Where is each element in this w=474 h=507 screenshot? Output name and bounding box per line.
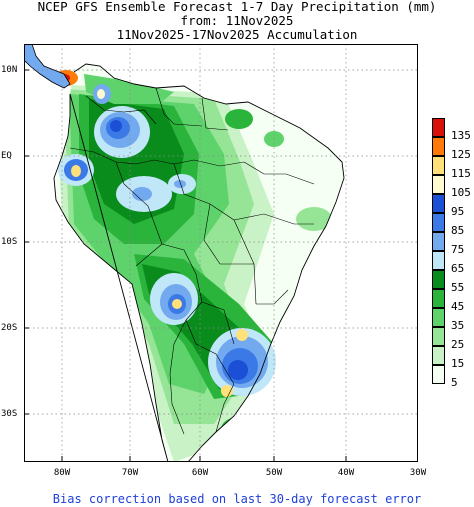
- title-line-3: 11Nov2025-17Nov2025 Accumulation: [116, 27, 358, 42]
- legend-swatch: [432, 175, 445, 194]
- legend-swatch: [432, 308, 445, 327]
- lon-label-30w: 30W: [409, 468, 427, 478]
- title-line-1: NCEP GFS Ensemble Forecast 1-7 Day Preci…: [37, 0, 437, 14]
- legend-swatch: [432, 232, 445, 251]
- legend-swatch: [432, 137, 445, 156]
- legend-swatch: [432, 346, 445, 365]
- legend-label: 105: [451, 186, 471, 199]
- lat-label-20s: 20S: [1, 323, 18, 333]
- lon-label-50w: 50W: [265, 468, 283, 478]
- legend-swatch: [432, 156, 445, 175]
- coastline: [53, 63, 345, 462]
- legend-label: 55: [451, 281, 465, 294]
- legend-swatch: [432, 251, 445, 270]
- legend-swatch: [432, 213, 445, 232]
- legend-label: 95: [451, 205, 465, 218]
- legend-swatch: [432, 365, 445, 384]
- legend-label: 125: [451, 148, 471, 161]
- central-america: [24, 44, 71, 89]
- lon-label-80w: 80W: [53, 468, 71, 478]
- lat-label-eq: EQ: [1, 151, 12, 161]
- lat-label-30s: 30S: [1, 409, 18, 419]
- legend-label: 35: [451, 319, 465, 332]
- lat-label-10s: 10S: [1, 237, 18, 247]
- legend-label: 115: [451, 167, 471, 180]
- legend-label: 135: [451, 129, 471, 142]
- legend-swatch: [432, 270, 445, 289]
- legend-label: 15: [451, 357, 465, 370]
- map-frame: [24, 44, 418, 462]
- precipitation-map: [24, 44, 418, 462]
- lon-label-60w: 60W: [191, 468, 209, 478]
- legend-label: 45: [451, 300, 465, 313]
- lon-label-40w: 40W: [337, 468, 355, 478]
- legend-swatch: [432, 289, 445, 308]
- legend-label: 25: [451, 338, 465, 351]
- legend-label: 75: [451, 243, 465, 256]
- legend-label: 5: [451, 376, 458, 389]
- country-borders: [69, 87, 315, 435]
- legend-label: 85: [451, 224, 465, 237]
- legend-label: 65: [451, 262, 465, 275]
- legend-swatch: [432, 118, 445, 137]
- legend-swatch: [432, 194, 445, 213]
- title-line-2: from: 11Nov2025: [180, 13, 294, 28]
- lat-label-10n: 10N: [1, 65, 18, 75]
- footer-note: Bias correction based on last 30-day for…: [52, 492, 422, 506]
- legend-swatch: [432, 327, 445, 346]
- lon-label-70w: 70W: [121, 468, 139, 478]
